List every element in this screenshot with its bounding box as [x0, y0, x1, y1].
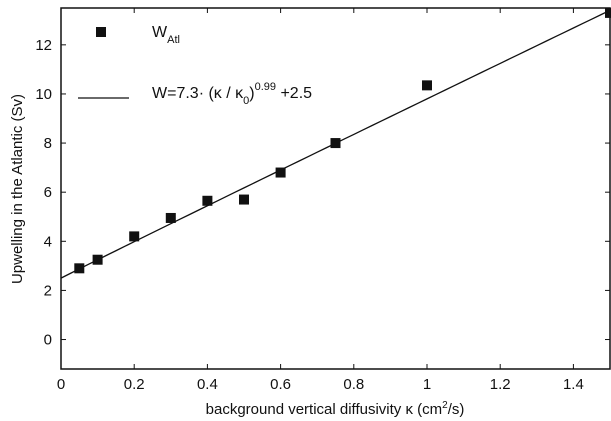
x-tick-label: 0.4 — [197, 376, 218, 393]
x-tick-label: 1.2 — [490, 376, 511, 393]
legend: WAtl W=7.3· (κ / κ0)0.99 +2.5 — [78, 24, 312, 107]
y-axis-title: Upwelling in the Atlantic (Sv) — [9, 94, 26, 284]
y-tick-label: 0 — [44, 332, 52, 349]
y-tick-label: 2 — [44, 282, 52, 299]
legend-label-data: WAtl — [152, 24, 180, 46]
y-tick-label: 8 — [44, 135, 52, 152]
legend-marker-square — [96, 27, 106, 37]
data-point-square — [129, 231, 140, 242]
data-point-square — [92, 254, 103, 265]
x-axis-ticks: 0 0.2 0.4 0.6 0.8 1 1.2 1.4 — [57, 8, 584, 393]
x-tick-label: 0 — [57, 376, 65, 393]
y-tick-label: 4 — [44, 233, 52, 250]
y-axis-ticks: 0 2 4 6 8 10 12 — [35, 37, 610, 349]
x-tick-label: 0.6 — [270, 376, 291, 393]
data-point-square — [202, 195, 213, 206]
data-point-square — [165, 212, 176, 223]
data-point-square — [330, 138, 341, 149]
x-tick-label: 0.8 — [343, 376, 364, 393]
series-layer — [60, 7, 611, 279]
y-tick-label: 12 — [35, 37, 52, 54]
x-axis-title: background vertical diffusivity κ (cm2/s… — [206, 400, 465, 418]
x-tick-label: 1 — [423, 376, 431, 393]
data-point-square — [422, 80, 432, 91]
data-point-square — [605, 7, 611, 18]
x-tick-label: 0.2 — [124, 376, 145, 393]
y-tick-label: 10 — [35, 86, 52, 103]
y-tick-label: 6 — [44, 184, 52, 201]
legend-label-fit: W=7.3· (κ / κ0)0.99 +2.5 — [152, 81, 312, 107]
plot-frame — [60, 7, 611, 370]
data-point-square — [275, 167, 286, 178]
data-point-square — [74, 263, 85, 274]
x-tick-label: 1.4 — [563, 376, 584, 393]
data-point-square — [239, 194, 249, 205]
